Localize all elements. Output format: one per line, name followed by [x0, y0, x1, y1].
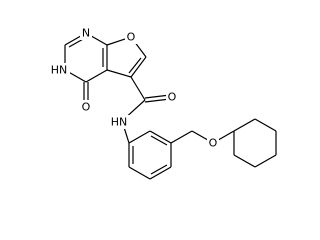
- atom-label: HN: [51, 64, 68, 77]
- atom-labels: N O HN O O HN O: [50, 26, 219, 150]
- page: N O HN O O HN O (() => { const data = JS…: [50, 26, 277, 180]
- atom-label: O: [209, 137, 218, 150]
- atom-label: N: [82, 27, 90, 40]
- atom-label: HN: [111, 116, 128, 129]
- atom-label: O: [127, 31, 136, 44]
- molecule-diagram: N O HN O O HN O: [50, 26, 277, 180]
- bonds: [64, 32, 277, 180]
- atom-label: O: [168, 91, 177, 104]
- atom-label: O: [82, 101, 91, 114]
